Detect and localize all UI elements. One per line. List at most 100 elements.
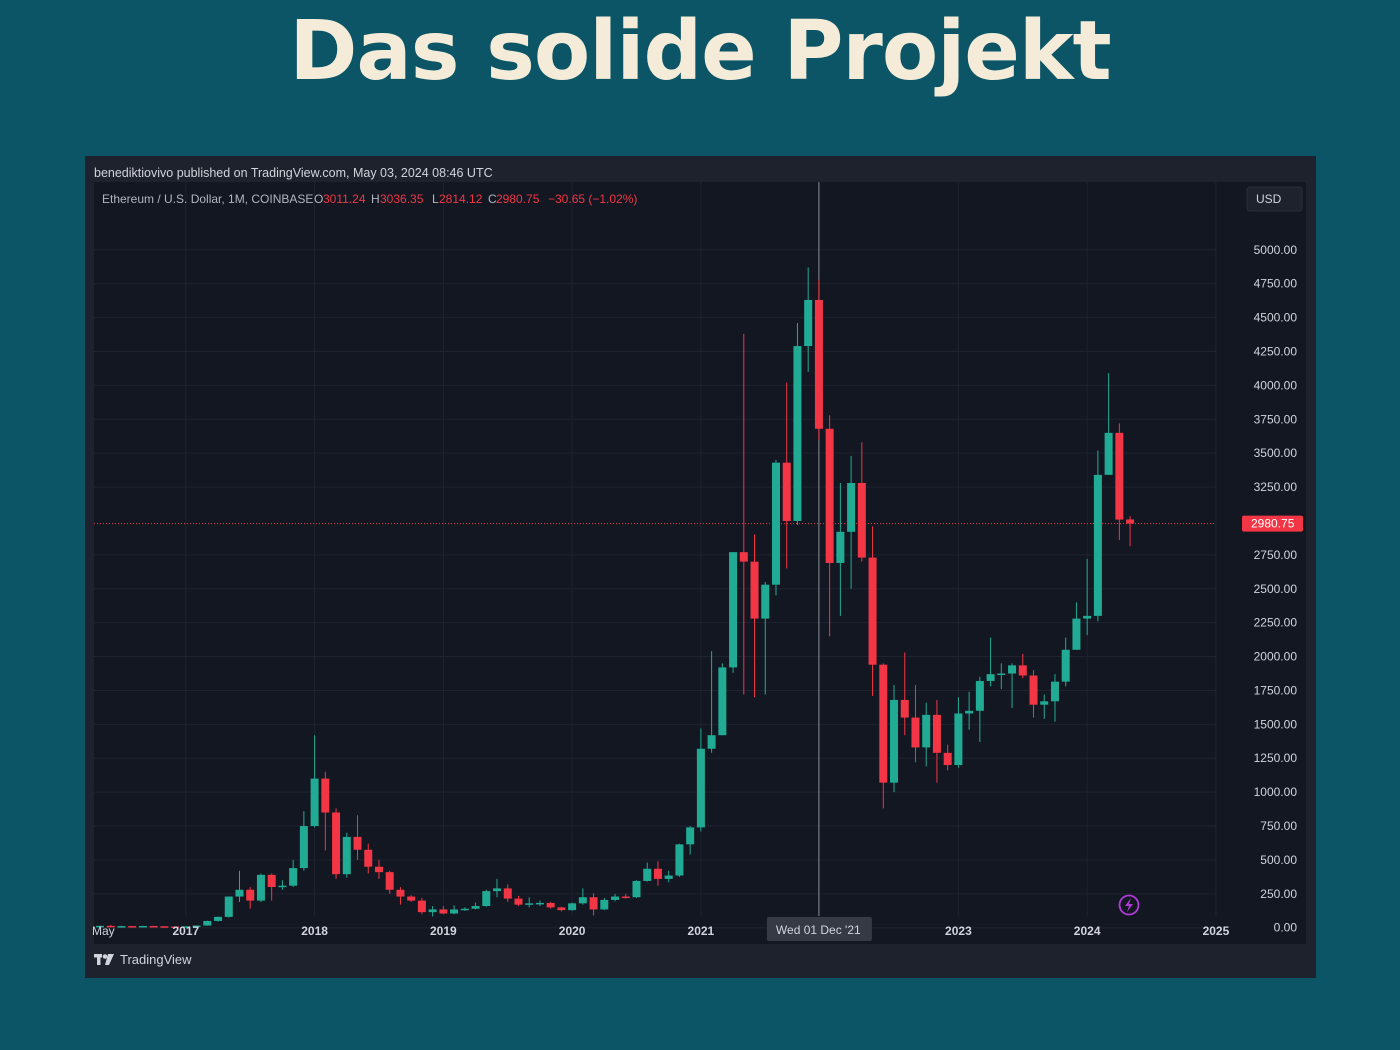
candle-body <box>879 664 888 783</box>
candle-body <box>857 483 866 558</box>
candle <box>192 925 201 928</box>
candle <box>493 878 502 898</box>
candle-body <box>632 880 641 898</box>
candle-body <box>965 710 974 714</box>
candle-body <box>106 925 115 928</box>
candle-body <box>675 844 684 876</box>
candle <box>224 896 233 918</box>
candle-body <box>611 896 620 900</box>
candle <box>439 906 448 915</box>
candle <box>911 685 920 763</box>
candle <box>353 815 362 860</box>
candles <box>96 267 1135 929</box>
candle <box>814 279 823 440</box>
candle <box>374 859 383 879</box>
candle-body <box>771 462 780 585</box>
candle-body <box>1072 618 1081 650</box>
candle <box>278 880 287 890</box>
candle-body <box>868 557 877 665</box>
candle <box>407 895 416 902</box>
candle-body <box>267 874 276 888</box>
candle-body <box>1083 615 1092 619</box>
candle-body <box>235 889 244 897</box>
candle <box>729 552 738 673</box>
price-tick-label: 250.00 <box>1260 887 1297 901</box>
candle-body <box>364 849 373 867</box>
candle-body <box>890 699 899 783</box>
candle <box>793 323 802 526</box>
candle-body <box>932 714 941 753</box>
candle-body <box>847 483 856 532</box>
candle <box>138 925 147 928</box>
candle-body <box>503 888 512 899</box>
candle-body <box>664 875 673 879</box>
candle <box>310 735 319 828</box>
candle <box>450 905 459 915</box>
candle <box>611 893 620 902</box>
candle <box>557 906 566 912</box>
candle <box>986 637 995 687</box>
candle-body <box>181 926 190 928</box>
price-tick-label: 3750.00 <box>1254 412 1298 426</box>
currency-button[interactable]: USD <box>1246 186 1303 212</box>
candle <box>203 920 212 926</box>
candle <box>761 581 770 695</box>
candle <box>471 902 480 910</box>
candle <box>503 884 512 902</box>
open-label: O <box>314 192 323 206</box>
time-tick-label: 2018 <box>301 924 328 938</box>
candle-body <box>385 872 394 890</box>
candle <box>321 771 330 851</box>
plot-background <box>94 182 1306 944</box>
candle-body <box>342 836 351 875</box>
tradingview-brand[interactable]: TradingView <box>94 952 192 967</box>
price-tick-label: 0.00 <box>1274 921 1298 935</box>
candle <box>214 916 223 922</box>
legend-symbol: Ethereum / U.S. Dollar, 1M, COINBASE <box>102 192 313 206</box>
candle <box>943 744 952 771</box>
candle <box>149 925 158 928</box>
candle-body <box>310 778 319 827</box>
candle-body <box>1115 432 1124 520</box>
candle-body <box>1018 665 1027 676</box>
candle <box>1029 670 1038 718</box>
candle-body <box>718 667 727 736</box>
candle-body <box>1008 665 1017 674</box>
candle-body <box>493 888 502 892</box>
price-tick-label: 1250.00 <box>1254 751 1298 765</box>
candle <box>514 895 523 907</box>
candlestick-chart[interactable]: 0.00 250.00 500.00 750.00 1000.00 1250.00 1500… <box>85 156 1316 978</box>
time-axis: May 2017 2018 2019 2020 2021 2023 2024 2025 <box>92 924 1230 938</box>
candle-body <box>761 584 770 619</box>
change-value: −30.65 (−1.02%) <box>548 192 637 206</box>
price-tick-label: 750.00 <box>1260 819 1297 833</box>
candle-body <box>117 926 126 928</box>
candle-body <box>1029 675 1038 705</box>
candle-body <box>643 868 652 881</box>
candle <box>396 887 405 905</box>
candle <box>246 887 255 909</box>
crosshair-date-tag: Wed 01 Dec '21 <box>766 917 872 941</box>
candle-body <box>793 346 802 521</box>
candle <box>482 889 491 907</box>
candle-body <box>203 920 212 926</box>
close-label: C <box>488 192 497 206</box>
candle <box>1083 558 1092 635</box>
candle <box>1104 373 1113 475</box>
price-tick-label: 1750.00 <box>1254 683 1298 697</box>
candle <box>160 926 169 928</box>
candle-body <box>922 714 931 748</box>
lightning-icon[interactable] <box>1118 894 1140 916</box>
low-label: L <box>432 192 439 206</box>
candle-body <box>224 896 233 917</box>
candle-body <box>160 926 169 928</box>
candle <box>868 526 877 696</box>
candle-body <box>1050 681 1059 702</box>
legend-ohlc: O 3011.24 H 3036.35 L 2814.12 C 2980.75 … <box>314 192 637 206</box>
candle-body <box>686 827 695 845</box>
candle <box>739 333 748 695</box>
candle-body <box>1104 432 1113 475</box>
currency-label: USD <box>1256 192 1282 206</box>
candle <box>664 870 673 883</box>
candle <box>922 702 931 767</box>
